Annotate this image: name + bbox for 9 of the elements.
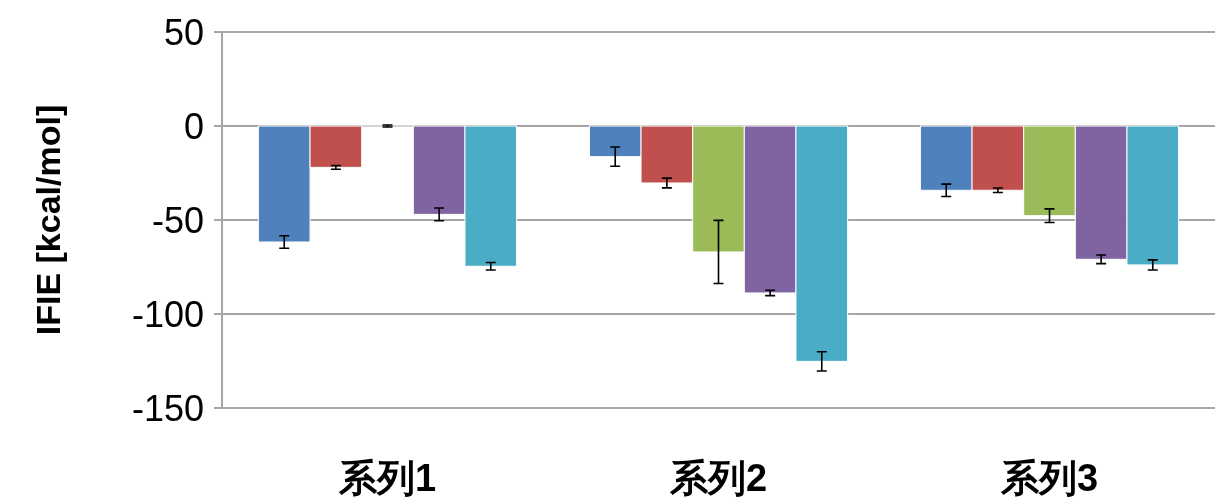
y-tick-label: -50	[151, 199, 204, 241]
x-tick-label: 系列3	[999, 457, 1099, 498]
y-tick-label: 50	[163, 11, 204, 53]
x-tick-label: 系列1	[337, 457, 437, 498]
y-axis-title: IFIE [kcal/mol]	[29, 104, 67, 336]
y-tick-label: -100	[131, 293, 204, 335]
y-tick-label: -150	[131, 387, 204, 429]
x-tick-label: 系列2	[668, 457, 768, 498]
y-tick-label: 0	[183, 105, 204, 147]
